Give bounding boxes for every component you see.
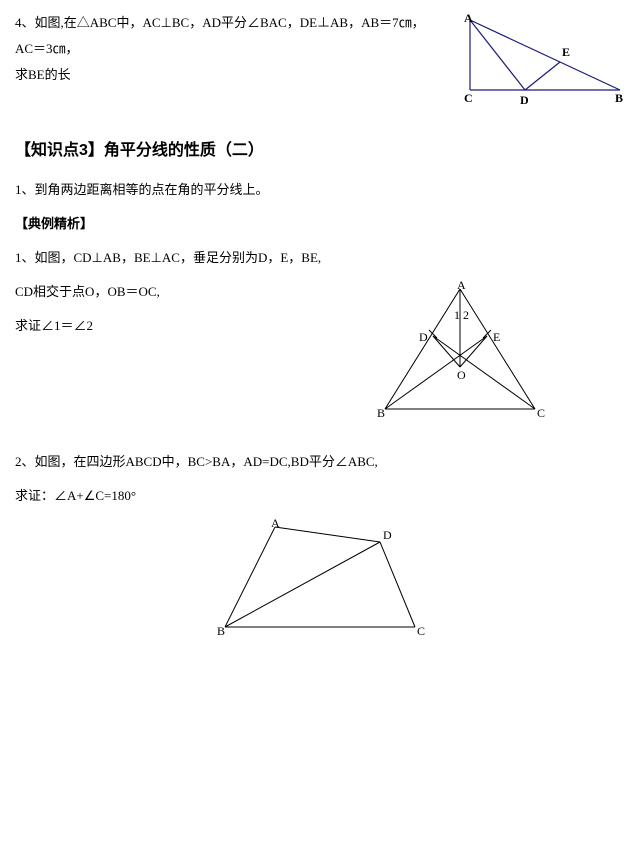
example-2-line1: 2、如图，在四边形ABCD中，BC>BA，AD=DC,BD平分∠ABC, <box>15 449 625 475</box>
svg-text:C: C <box>537 406 545 419</box>
svg-text:B: B <box>377 406 385 419</box>
example-2: 2、如图，在四边形ABCD中，BC>BA，AD=DC,BD平分∠ABC, 求证：… <box>15 449 625 637</box>
svg-text:E: E <box>493 330 500 344</box>
examples-heading: 【典例精析】 <box>15 211 625 237</box>
svg-text:A: A <box>464 11 473 25</box>
svg-text:A: A <box>457 279 466 292</box>
example-2-line2: 求证：∠A+∠C=180° <box>15 483 625 509</box>
figure-example-2: A B C D <box>205 517 435 637</box>
svg-text:D: D <box>419 330 428 344</box>
svg-text:2: 2 <box>463 308 469 322</box>
knowledge-point-3-heading: 【知识点3】角平分线的性质（二） <box>15 135 625 167</box>
svg-text:1: 1 <box>454 308 460 322</box>
svg-text:B: B <box>615 91 623 105</box>
svg-text:A: A <box>271 517 280 530</box>
kp3-rule-1: 1、到角两边距离相等的点在角的平分线上。 <box>15 177 625 203</box>
figure-triangle-abc: A C B D E <box>450 10 625 105</box>
svg-text:E: E <box>562 45 570 59</box>
example-1-line1: 1、如图，CD⊥AB，BE⊥AC，垂足分别为D，E，BE, <box>15 245 625 271</box>
figure-example-1: A B C D E O 12 <box>365 279 555 419</box>
svg-text:O: O <box>457 368 466 382</box>
example-1: 1、如图，CD⊥AB，BE⊥AC，垂足分别为D，E，BE, ABCDEO12 C… <box>15 245 625 339</box>
svg-text:D: D <box>383 528 392 542</box>
svg-text:C: C <box>417 624 425 637</box>
svg-text:C: C <box>464 91 473 105</box>
svg-text:D: D <box>520 93 529 105</box>
svg-text:B: B <box>217 624 225 637</box>
problem-4: ACBDE 4、如图,在△ABC中，AC⊥BC，AD平分∠BAC，DE⊥AB，A… <box>15 10 625 88</box>
